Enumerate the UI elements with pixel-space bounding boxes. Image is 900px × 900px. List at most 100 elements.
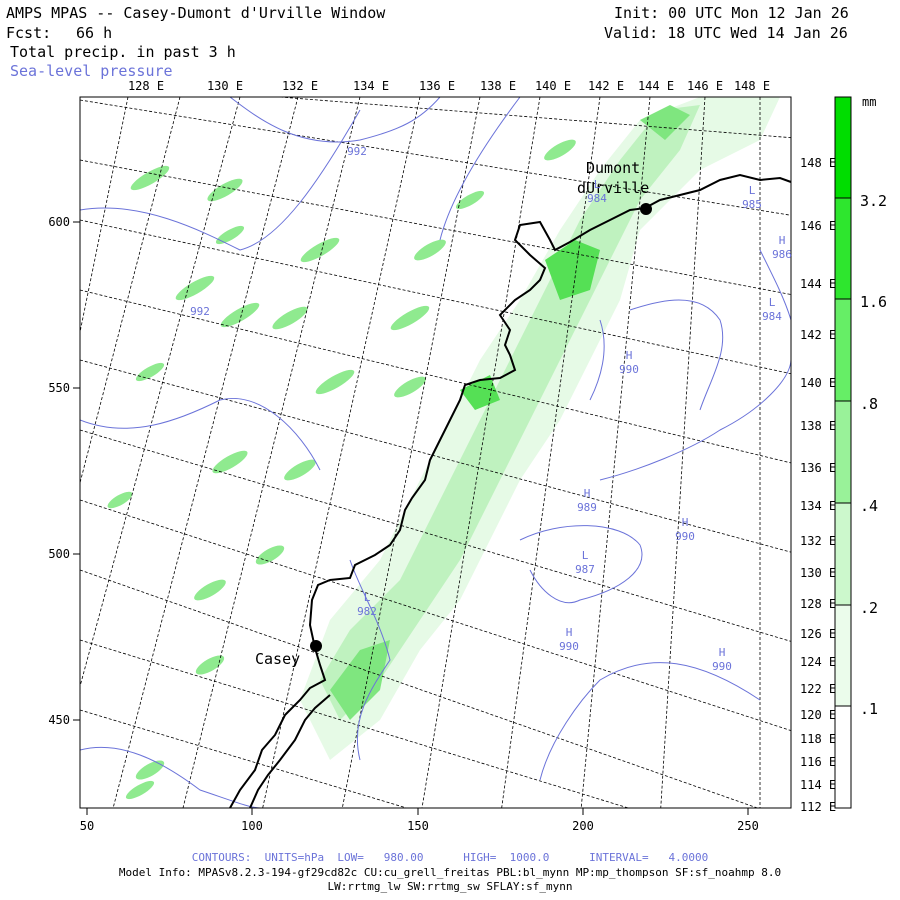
pressure-value: 989	[577, 501, 597, 514]
casey-label: Casey	[255, 650, 300, 668]
pressure-type: H	[566, 626, 573, 639]
colorbar-label: .8	[860, 395, 878, 413]
pressure-value: 986	[772, 248, 792, 261]
colorbar-swatch	[835, 198, 851, 299]
right-lon-label: 128 E	[800, 597, 836, 611]
right-lon-label: 114 E	[800, 778, 836, 792]
colorbar-swatch	[835, 97, 851, 198]
pressure-type: H	[626, 349, 633, 362]
right-lon-label: 112 E	[800, 800, 836, 814]
top-lon-label: 138 E	[480, 79, 516, 93]
top-lon-label: 144 E	[638, 79, 674, 93]
map-content	[80, 97, 791, 808]
precip-band-mid	[320, 105, 700, 720]
right-lon-label: 144 E	[800, 277, 836, 291]
right-lon-label: 116 E	[800, 755, 836, 769]
precip-shading	[107, 97, 780, 800]
top-lon-label: 134 E	[353, 79, 389, 93]
x-tick-label: 150	[407, 819, 429, 833]
pressure-type: L	[769, 296, 776, 309]
right-lon-label: 136 E	[800, 461, 836, 475]
pressure-value: 987	[575, 563, 595, 576]
right-lon-label: 124 E	[800, 655, 836, 669]
x-tick-label: 100	[241, 819, 263, 833]
y-tick-label: 550	[48, 381, 70, 395]
pressure-value: 984	[587, 192, 607, 205]
precip-core-2	[460, 375, 500, 410]
x-tick-label: 200	[572, 819, 594, 833]
contours-info: CONTOURS: UNITS=hPa LOW= 980.00 HIGH= 10…	[191, 851, 709, 864]
pressure-type: H	[779, 234, 786, 247]
pressure-type: L	[594, 178, 601, 191]
pressure-value: 982	[357, 605, 377, 618]
map-frame	[79, 96, 792, 809]
model-info-2: LW:rrtmg_lw SW:rrtmg_sw SFLAY:sf_mynn	[327, 880, 573, 893]
precip-band-strong	[330, 640, 390, 720]
top-lon-label: 136 E	[419, 79, 455, 93]
pressure-value: 990	[619, 363, 639, 376]
valid-time: Valid: 18 UTC Wed 14 Jan 26	[604, 24, 848, 42]
y-axis-ticks: 600 550 500 450	[48, 215, 80, 727]
colorbar-label: 3.2	[860, 192, 887, 210]
right-lon-label: 148 E	[800, 156, 836, 170]
y-tick-label: 500	[48, 547, 70, 561]
pressure-value: 990	[712, 660, 732, 673]
pressure-type: L	[749, 184, 756, 197]
right-lon-label: 120 E	[800, 708, 836, 722]
right-lon-label: 146 E	[800, 219, 836, 233]
top-lon-label: 148 E	[734, 79, 770, 93]
x-tick-label: 250	[737, 819, 759, 833]
colorbar: mm 3.2 1.6 .8 .4 .2 .1	[834, 95, 887, 809]
right-lon-label: 126 E	[800, 627, 836, 641]
pressure-value: 990	[675, 530, 695, 543]
colorbar-label: .4	[860, 497, 878, 515]
x-tick-label: 50	[80, 819, 94, 833]
colorbar-label: .2	[860, 599, 878, 617]
field-name: Total precip. in past 3 h	[10, 43, 236, 61]
x-axis-ticks: 50 100 150 200 250	[80, 808, 759, 833]
pressure-labels: 992 992 L 982 L 984 L 985 L 984 H 986 H …	[190, 145, 792, 673]
top-lon-label: 142 E	[588, 79, 624, 93]
top-lon-label: 128 E	[128, 79, 164, 93]
durville-label: dUrville	[577, 179, 649, 197]
colorbar-swatch	[835, 401, 851, 503]
y-tick-label: 600	[48, 215, 70, 229]
right-lon-label: 130 E	[800, 566, 836, 580]
pressure-type: H	[584, 487, 591, 500]
colorbar-swatch	[835, 605, 851, 706]
precip-streaks	[107, 139, 576, 800]
top-lon-label: 140 E	[535, 79, 571, 93]
pressure-type: L	[364, 591, 371, 604]
right-lon-label: 118 E	[800, 732, 836, 746]
right-lon-label: 140 E	[800, 376, 836, 390]
map-title: AMPS MPAS -- Casey-Dumont d'Urville Wind…	[6, 4, 386, 22]
right-lon-label: 132 E	[800, 534, 836, 548]
y-tick-label: 450	[48, 713, 70, 727]
fcst-value: 66 h	[76, 24, 113, 42]
colorbar-swatch	[835, 299, 851, 401]
pressure-value: 992	[347, 145, 367, 158]
pressure-type: L	[582, 549, 589, 562]
top-lon-label: 146 E	[687, 79, 723, 93]
right-lon-label: 122 E	[800, 682, 836, 696]
casey-station-marker	[310, 640, 322, 652]
colorbar-swatch	[835, 706, 851, 808]
model-info: Model Info: MPASv8.2.3-194-gf29cd82c CU:…	[118, 866, 782, 879]
latlon-grid	[80, 97, 791, 808]
init-time: Init: 00 UTC Mon 12 Jan 26	[614, 4, 849, 22]
pressure-value: 984	[762, 310, 782, 323]
pressure-value: 985	[742, 198, 762, 211]
colorbar-swatch	[835, 503, 851, 605]
right-lon-labels: 148 E 146 E 144 E 142 E 140 E 138 E 136 …	[800, 156, 836, 814]
slp-contours	[80, 97, 791, 808]
right-lon-label: 142 E	[800, 328, 836, 342]
coastline	[229, 173, 791, 808]
top-lon-label: 132 E	[282, 79, 318, 93]
dumont-label: Dumont	[586, 159, 640, 177]
pressure-value: 990	[559, 640, 579, 653]
right-lon-label: 138 E	[800, 419, 836, 433]
precip-core-3	[640, 105, 690, 140]
fcst-label: Fcst:	[6, 24, 52, 42]
precip-core-1	[545, 240, 600, 300]
